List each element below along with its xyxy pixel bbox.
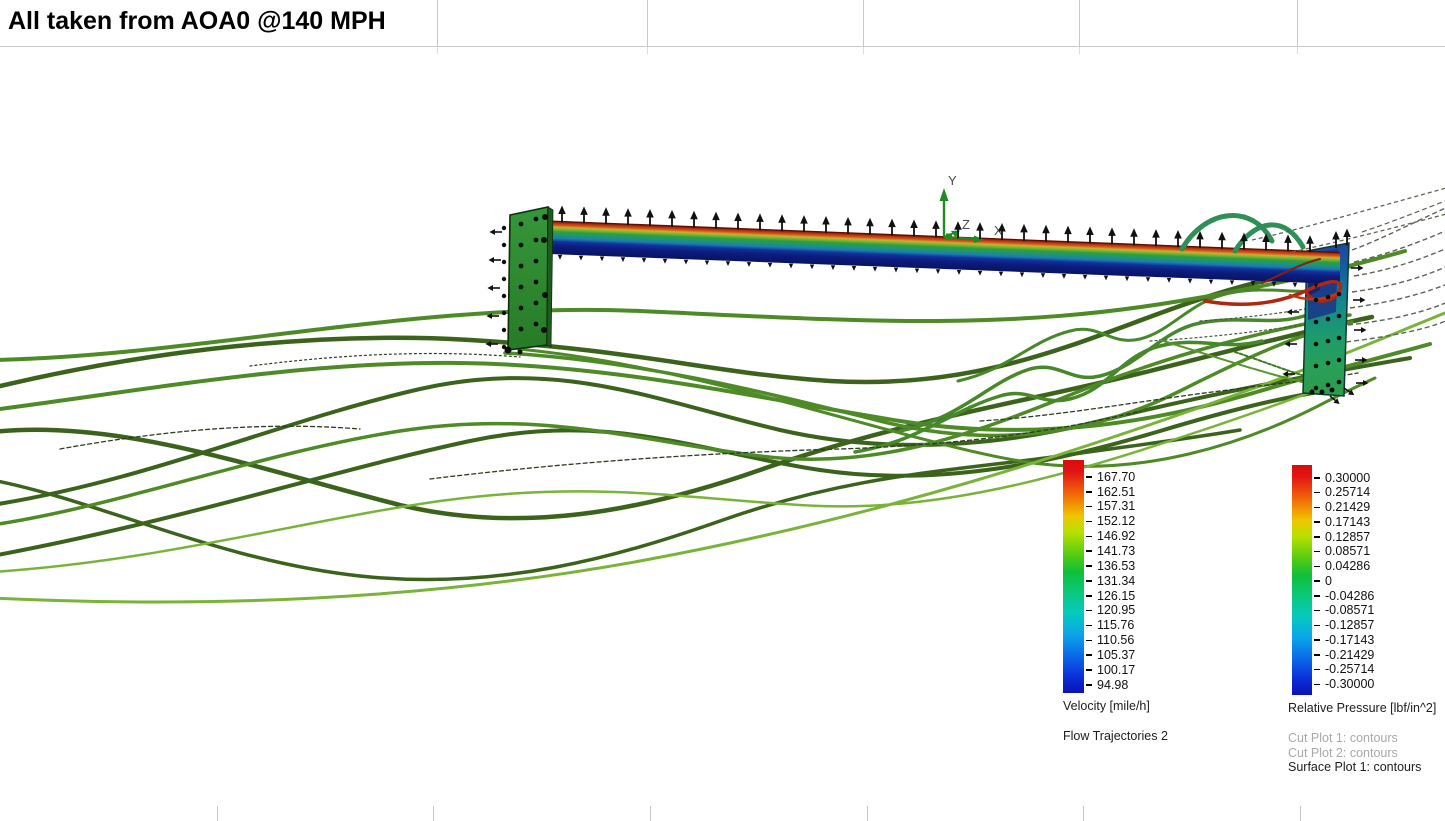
velocity-tick: 115.76 xyxy=(1097,618,1135,633)
grid-col-border xyxy=(437,0,438,46)
pressure-tick: 0.17143 xyxy=(1325,514,1371,529)
pressure-ticks: 0.30000 0.25714 0.21429 0.17143 0.12857 … xyxy=(1314,471,1374,692)
flow-streamlines-green xyxy=(0,249,1445,604)
pressure-tick: -0.30000 xyxy=(1325,677,1375,692)
coordinate-triad: Y Z X xyxy=(939,173,1003,243)
axis-label-x: X xyxy=(994,223,1003,238)
velocity-ticks: 167.70 162.51 157.31 152.12 146.92 141.7… xyxy=(1086,470,1135,693)
surface-plot-caption: Surface Plot 1: contours xyxy=(1288,760,1422,774)
grid-bottom-stub xyxy=(1300,806,1301,821)
velocity-tick: 94.98 xyxy=(1097,677,1129,692)
velocity-tick: 105.37 xyxy=(1097,647,1136,662)
pressure-tick: -0.25714 xyxy=(1325,662,1375,677)
grid-col-stub xyxy=(647,47,648,54)
cut-plot-2-caption: Cut Plot 2: contours xyxy=(1288,745,1398,760)
velocity-unit-label: Velocity [mile/h] xyxy=(1063,699,1150,713)
velocity-tick: 141.73 xyxy=(1097,543,1136,558)
velocity-tick: 131.34 xyxy=(1097,573,1136,588)
velocity-tick: 167.70 xyxy=(1097,469,1136,484)
grid-col-border xyxy=(1079,0,1080,46)
velocity-tick: 157.31 xyxy=(1097,499,1136,514)
grid-bottom-stub xyxy=(433,806,434,821)
flow-trajectories-caption: Flow Trajectories 2 xyxy=(1063,729,1168,743)
pressure-tick: 0.21429 xyxy=(1325,500,1371,515)
pressure-tick: 0 xyxy=(1325,573,1332,588)
grid-bottom-stub xyxy=(650,806,651,821)
cut-plot-1-caption: Cut Plot 1: contours xyxy=(1288,731,1398,745)
pressure-tick: 0.08571 xyxy=(1325,544,1371,559)
pressure-tick: -0.17143 xyxy=(1325,632,1375,647)
grid-bottom-stub xyxy=(1083,806,1084,821)
grid-col-border xyxy=(1297,0,1298,46)
grid-bottom-stub xyxy=(217,806,218,821)
pressure-tick: 0.12857 xyxy=(1325,529,1371,544)
velocity-tick: 126.15 xyxy=(1097,588,1136,603)
pressure-unit-label: Relative Pressure [lbf/in^2] xyxy=(1288,701,1437,715)
grid-row-border xyxy=(0,46,1445,47)
velocity-tick: 136.53 xyxy=(1097,558,1136,573)
velocity-tick: 162.51 xyxy=(1097,484,1136,499)
pressure-tick: -0.21429 xyxy=(1325,647,1375,662)
velocity-colorbar xyxy=(1063,460,1084,693)
grid-col-border xyxy=(647,0,648,46)
grid-bottom-stub xyxy=(867,806,868,821)
grid-col-stub xyxy=(863,47,864,54)
axis-label-z: Z xyxy=(962,217,970,232)
tip-flow-arcs xyxy=(1179,213,1306,254)
grid-col-stub xyxy=(437,47,438,54)
velocity-tick: 100.17 xyxy=(1097,662,1136,677)
pressure-tick: 0.30000 xyxy=(1325,470,1371,485)
pressure-tick: -0.04286 xyxy=(1325,588,1375,603)
velocity-tick: 120.95 xyxy=(1097,603,1136,618)
pressure-tick: 0.04286 xyxy=(1325,559,1371,574)
grid-col-stub xyxy=(1079,47,1080,54)
surface-normal-arrows xyxy=(485,205,1369,407)
pressure-tick: -0.12857 xyxy=(1325,618,1375,633)
grid-col-stub xyxy=(1297,47,1298,54)
sheet-title[interactable]: All taken from AOA0 @140 MPH xyxy=(8,7,386,35)
velocity-tick: 146.92 xyxy=(1097,529,1136,544)
pressure-colorbar xyxy=(1292,465,1312,695)
left-endplate xyxy=(507,206,554,351)
wake-streamlines-gray xyxy=(1251,187,1445,343)
velocity-tick: 110.56 xyxy=(1097,633,1135,648)
axis-label-y: Y xyxy=(948,173,957,188)
velocity-tick: 152.12 xyxy=(1097,514,1136,529)
pressure-tick: 0.25714 xyxy=(1325,485,1371,500)
pressure-tick: -0.08571 xyxy=(1325,603,1375,618)
grid-col-border xyxy=(863,0,864,46)
